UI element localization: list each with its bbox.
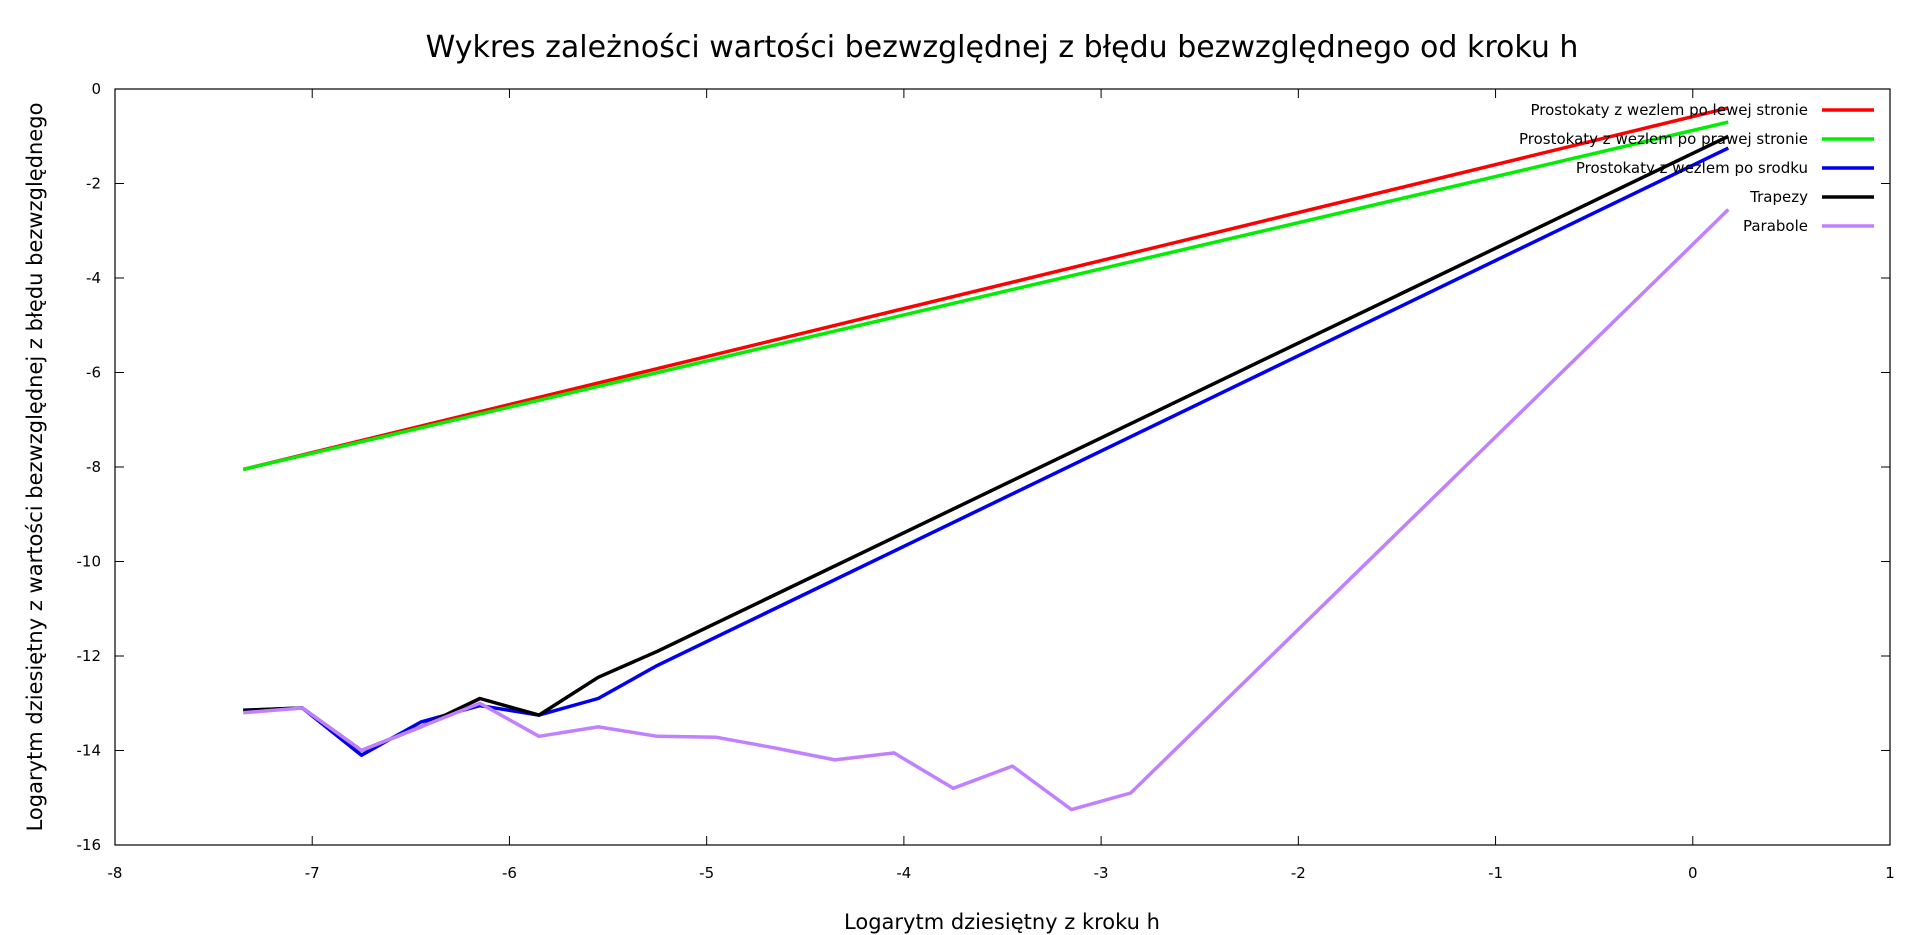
legend-label: Prostokaty z wezlem po lewej stronie xyxy=(1530,101,1808,119)
series-line-0 xyxy=(242,106,1729,472)
plot-border xyxy=(114,88,1891,846)
y-tick-label: -10 xyxy=(77,553,102,571)
x-tick-label: 1 xyxy=(1885,864,1895,882)
series-line-3 xyxy=(243,134,1730,753)
y-tick-label: 0 xyxy=(91,80,101,98)
x-tick-label: -7 xyxy=(305,864,320,882)
x-axis-ticks: -8 -7 -6 -5 -4 -3 -2 -1 0 1 xyxy=(108,89,1895,882)
series-line-2 xyxy=(243,146,1730,757)
series-line-1 xyxy=(242,120,1729,472)
y-tick-label: -2 xyxy=(86,175,101,193)
chart-title: Wykres zależności wartości bezwzględnej … xyxy=(426,30,1579,65)
y-axis-ticks: 0 -2 -4 -6 -8 -10 -12 -14 -16 xyxy=(77,80,1890,854)
legend-label: Prostokaty z wezlem po srodku xyxy=(1576,159,1808,177)
plot-frame xyxy=(114,88,1891,846)
legend-label: Trapezy xyxy=(1749,188,1808,206)
x-tick-label: -5 xyxy=(699,864,714,882)
series-line-4 xyxy=(243,208,1730,812)
legend-label: Prostokaty z wezlem po prawej stronie xyxy=(1519,130,1808,148)
y-tick-label: -12 xyxy=(77,647,102,665)
y-tick-label: -8 xyxy=(86,458,101,476)
y-tick-label: -6 xyxy=(86,364,101,382)
x-tick-label: -8 xyxy=(108,864,123,882)
x-tick-label: -3 xyxy=(1094,864,1109,882)
legend-label: Parabole xyxy=(1743,217,1808,235)
x-tick-label: 0 xyxy=(1688,864,1698,882)
legend: Prostokaty z wezlem po lewej stronie Pros… xyxy=(1519,101,1874,235)
y-axis-label: Logarytm dziesiętny z wartości bezwzględ… xyxy=(23,103,47,832)
y-tick-label: -14 xyxy=(77,742,102,760)
x-tick-label: -6 xyxy=(502,864,517,882)
series-layer xyxy=(242,106,1730,812)
y-tick-label: -16 xyxy=(77,836,102,854)
y-tick-label: -4 xyxy=(86,269,101,287)
x-axis-label: Logarytm dziesiętny z kroku h xyxy=(844,910,1160,934)
x-tick-label: -1 xyxy=(1488,864,1503,882)
x-tick-label: -4 xyxy=(896,864,911,882)
x-tick-label: -2 xyxy=(1291,864,1306,882)
